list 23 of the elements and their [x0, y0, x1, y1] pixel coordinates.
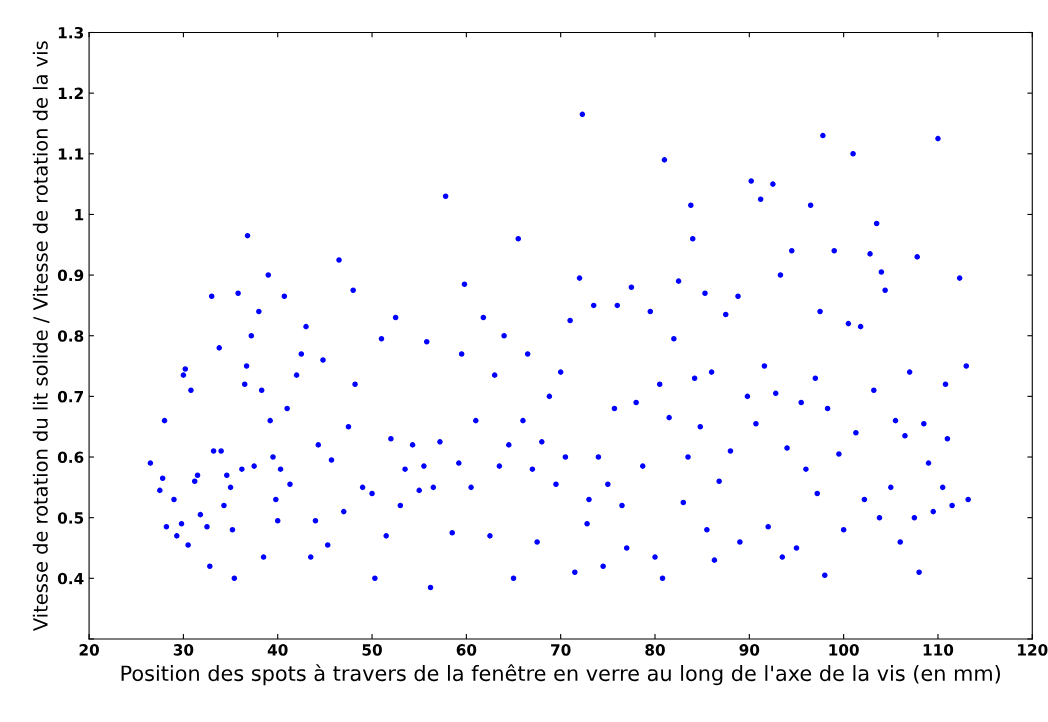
x-tick-label: 90: [739, 644, 760, 656]
y-tick-label: 1.2: [58, 87, 83, 99]
y-tick-label: 1.3: [58, 26, 83, 39]
y-tick-label: 0.5: [57, 512, 84, 524]
x-tick-label: 60: [456, 644, 477, 656]
x-tick-label: 20: [79, 644, 99, 656]
y-tick-label: 0.8: [57, 330, 84, 342]
x-axis-title: Position des spots à travers de la fenêtre en verre au long de l'axe de la vis (en mm): [121, 664, 1000, 686]
x-tick-label: 80: [645, 644, 665, 656]
x-tick-label: 50: [362, 644, 382, 656]
y-tick-label: 0.9: [57, 269, 84, 282]
x-tick-label: 110: [923, 644, 954, 656]
y-tick-label: 0.6: [57, 451, 84, 464]
y-tick-label: 0.7: [57, 390, 83, 403]
x-tick-label: 100: [829, 644, 859, 656]
x-tick-label: 120: [1018, 644, 1048, 656]
x-tick-label: 30: [173, 644, 194, 656]
y-tick-label: 1: [75, 209, 84, 221]
x-tick-label: 70: [551, 644, 571, 656]
y-tick-label: 1.1: [58, 148, 84, 160]
y-tick-label: 0.4: [57, 572, 84, 585]
x-tick-label: 40: [267, 644, 288, 656]
y-axis-title: Vitesse de rotation du lit solide / Vitesse de rotation de la vis: [32, 41, 50, 631]
